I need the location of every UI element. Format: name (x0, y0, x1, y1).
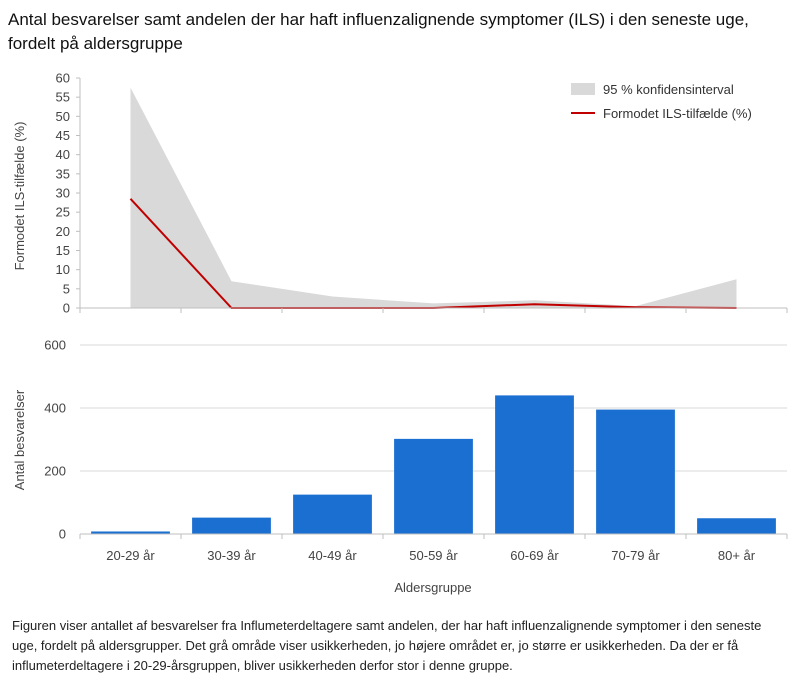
x-tick-label: 70-79 år (611, 548, 660, 563)
bottom-y-tick-label: 200 (44, 464, 66, 479)
x-tick-label: 40-49 år (308, 548, 357, 563)
chart-title: Antal besvarelser samt andelen der har h… (8, 10, 749, 53)
top-y-axis-label: Formodet ILS-tilfælde (%) (12, 122, 27, 271)
responses-panel: 0 200 400 600 20-29 år 30-39 år 40-49 år 50-59 … (12, 338, 788, 595)
bottom-y-tick-label: 400 (44, 401, 66, 416)
figure-caption: Figuren viser antallet af besvarelser fr… (12, 618, 762, 673)
bottom-y-axis-label: Antal besvarelser (12, 389, 27, 490)
top-y-tick-label: 30 (56, 186, 70, 201)
bar-80plusr (697, 518, 776, 534)
bar-4049r (293, 494, 372, 534)
bottom-y-tick-label: 600 (44, 338, 66, 353)
top-axes: 0 5 10 15 20 25 30 35 40 45 50 55 60 (56, 71, 788, 316)
x-axis-label: Aldersgruppe (394, 580, 471, 595)
top-y-tick-label: 55 (56, 90, 70, 105)
bottom-y-tick-label: 0 (59, 527, 66, 542)
x-tick-label: 30-39 år (207, 548, 256, 563)
bar-5059r (394, 438, 473, 534)
top-y-tick-label: 35 (56, 166, 70, 181)
bar-7079r (596, 409, 675, 534)
top-y-tick-label: 0 (63, 301, 70, 316)
bar-2029r (91, 531, 170, 534)
legend-swatch-confidence-band (571, 83, 595, 95)
legend-label-ils-line: Formodet ILS-tilfælde (%) (603, 106, 752, 121)
top-y-tick-label: 25 (56, 205, 70, 220)
legend-label-confidence-band: 95 % konfidensinterval (603, 82, 734, 97)
top-y-tick-label: 50 (56, 109, 70, 124)
top-y-tick-label: 60 (56, 71, 70, 86)
top-y-tick-label: 45 (56, 128, 70, 143)
confidence-band-area (130, 87, 737, 308)
x-tick-label: 20-29 år (106, 548, 155, 563)
top-y-tick-label: 10 (56, 262, 70, 277)
legend: 95 % konfidensinterval Formodet ILS-tilf… (571, 82, 752, 121)
bar-layer (91, 395, 776, 534)
chart-canvas: 0 5 10 15 20 25 30 35 40 45 50 55 60 Formodet ILS-ti… (12, 71, 788, 595)
bar-6069r (495, 395, 574, 534)
x-tick-label: 80+ år (718, 548, 756, 563)
bottom-axes: 0 200 400 600 20-29 år 30-39 år 40-49 år 50-59 … (44, 338, 788, 563)
bar-3039r (192, 517, 271, 534)
top-y-tick-label: 40 (56, 147, 70, 162)
ils-percent-panel: 0 5 10 15 20 25 30 35 40 45 50 55 60 Formodet ILS-ti… (12, 71, 788, 316)
x-tick-label: 50-59 år (409, 548, 458, 563)
top-y-tick-label: 15 (56, 243, 70, 258)
top-y-tick-label: 5 (63, 281, 70, 296)
confidence-band-layer (130, 87, 737, 308)
x-tick-label: 60-69 år (510, 548, 559, 563)
top-y-tick-label: 20 (56, 224, 70, 239)
